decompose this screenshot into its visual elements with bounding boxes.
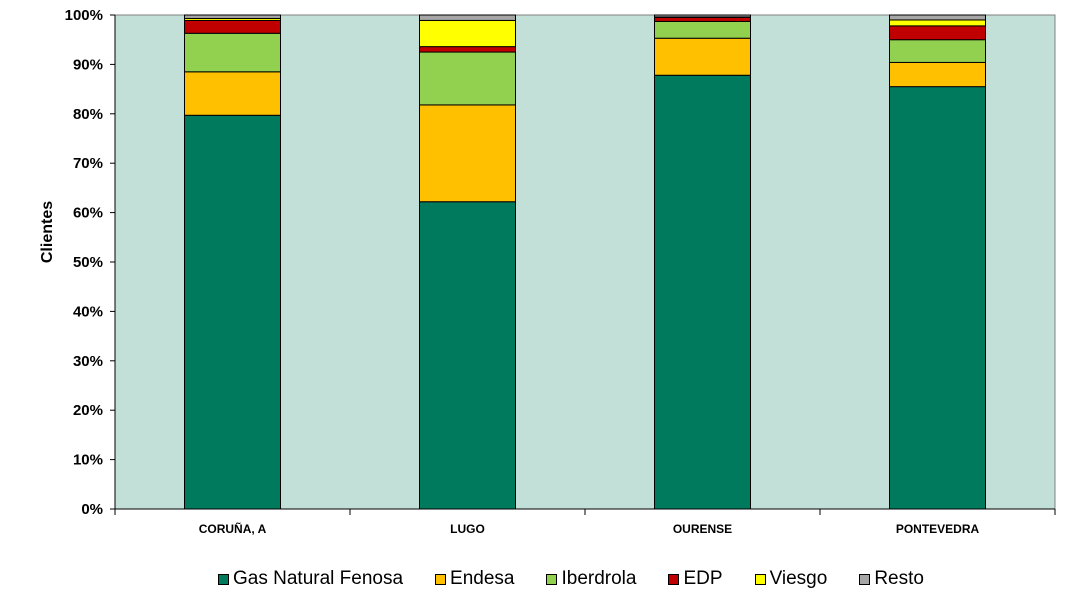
- legend-swatch: [218, 573, 229, 585]
- bar-segment: [654, 37, 751, 76]
- bar-segment: [184, 19, 281, 34]
- bar-segment: [419, 201, 516, 510]
- y-tick-label: 30%: [73, 353, 103, 370]
- bar-segment: [184, 32, 281, 73]
- legend-swatch: [754, 573, 766, 585]
- legend: Gas Natural Fenosa Endesa Iberdrola EDP Vies…: [218, 568, 924, 590]
- bar-segment: [889, 61, 986, 88]
- y-axis-ticks: 0% 10% 20% 30% 40% 50% 60% 70% 80% 90% 100%: [65, 7, 115, 518]
- y-tick-label: 50%: [73, 254, 103, 271]
- bar-segment: [419, 46, 516, 53]
- y-tick-label: 40%: [73, 303, 103, 320]
- bar-segment: [889, 25, 986, 41]
- y-tick-label: 90%: [73, 56, 103, 73]
- legend-item: EDP: [668, 568, 723, 590]
- legend-swatch: [546, 573, 558, 585]
- legend-swatch: [859, 573, 871, 585]
- bar-segment: [419, 51, 516, 106]
- x-category-label: LUGO: [450, 522, 485, 536]
- legend-item: Resto: [859, 568, 924, 590]
- y-tick-label: 60%: [73, 205, 103, 222]
- y-axis-title: Clientes: [39, 201, 56, 263]
- legend-label: Gas Natural Fenosa: [233, 568, 404, 589]
- bar-segment: [654, 16, 751, 22]
- bar-segment: [419, 104, 516, 203]
- legend-label: EDP: [683, 568, 723, 589]
- bar-segment: [184, 114, 281, 510]
- bar-segment: [889, 39, 986, 63]
- bar-segment: [654, 14, 751, 18]
- y-tick-label: 10%: [73, 452, 103, 469]
- bar-segment: [654, 20, 751, 39]
- bar-segment: [419, 19, 516, 48]
- legend-item: Gas Natural Fenosa: [218, 568, 403, 590]
- x-axis-ticks: CORUÑA, A LUGO OURENSE PONTEVEDRA: [114, 509, 1056, 536]
- bar-segment: [889, 19, 986, 27]
- y-tick-label: 20%: [73, 402, 103, 419]
- bar-segment: [184, 14, 281, 19]
- y-tick-label: 80%: [73, 106, 103, 123]
- bar-segment: [889, 14, 986, 21]
- legend-label: Iberdrola: [561, 568, 637, 589]
- y-tick-label: 100%: [65, 7, 103, 24]
- legend-item: Endesa: [435, 568, 514, 590]
- legend-item: Iberdrola: [546, 568, 636, 590]
- legend-swatch: [435, 573, 447, 585]
- x-category-label: PONTEVEDRA: [896, 522, 980, 536]
- legend-swatch: [668, 573, 680, 585]
- y-tick-label: 0%: [81, 501, 103, 518]
- legend-item: Viesgo: [754, 568, 828, 590]
- bar-segment: [184, 71, 281, 116]
- legend-label: Viesgo: [769, 568, 828, 589]
- bar-segment: [419, 14, 516, 21]
- bars-group: [184, 14, 986, 510]
- y-tick-label: 70%: [73, 155, 103, 172]
- x-category-label: CORUÑA, A: [199, 521, 267, 536]
- bar-segment: [889, 86, 986, 510]
- bar-segment: [654, 74, 751, 510]
- legend-label: Resto: [874, 568, 924, 589]
- x-category-label: OURENSE: [673, 522, 732, 536]
- legend-label: Endesa: [450, 568, 515, 589]
